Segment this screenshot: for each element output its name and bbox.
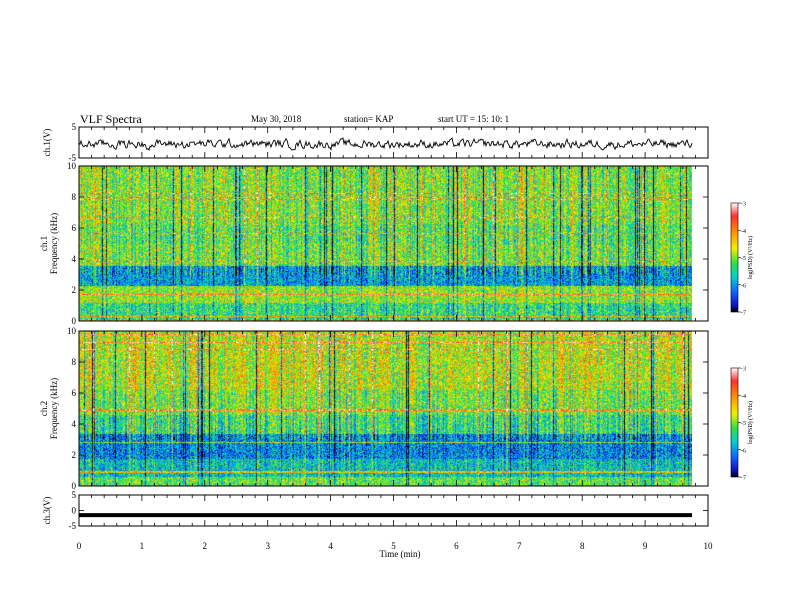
y-tick-label: 6 — [72, 388, 77, 398]
ch2-spectrogram-channel-label: ch.2 — [39, 401, 49, 416]
x-tick-label: 1 — [140, 541, 145, 551]
ch1-spectrogram-channel-label: ch.1 — [39, 236, 49, 251]
colorbar-1 — [730, 202, 739, 313]
x-tick-label: 0 — [77, 541, 82, 551]
chart-title: VLF Spectra — [80, 112, 142, 126]
ch2-spectrogram-ylabel: Frequency (kHz) — [49, 378, 59, 439]
x-tick-label: 2 — [203, 541, 208, 551]
x-tick-label: 5 — [391, 541, 396, 551]
y-tick-label: 8 — [72, 192, 77, 202]
colorbar-tick-label: -3 — [741, 202, 746, 208]
x-tick-label: 3 — [265, 541, 270, 551]
y-tick-label: 2 — [72, 285, 77, 295]
colorbar-label: log(PSD) (V²/Hz) — [747, 401, 754, 444]
colorbar-tick-label: -5 — [741, 421, 746, 427]
y-tick-label: 0 — [72, 316, 77, 326]
colorbar-tick-label: -4 — [741, 394, 746, 400]
ch3-waveform-ylabel: ch.3(V) — [42, 497, 52, 525]
colorbar-label: log(PSD) (V²/Hz) — [747, 236, 754, 279]
y-tick-label: 8 — [72, 357, 77, 367]
y-tick-label: -5 — [69, 153, 77, 163]
y-tick-label: 5 — [72, 122, 77, 132]
spectrogram-layer — [79, 166, 692, 486]
x-tick-label: 9 — [643, 541, 648, 551]
x-tick-label: 4 — [328, 541, 333, 551]
colorbar-tick-label: -5 — [741, 256, 746, 262]
y-tick-label: 0 — [72, 506, 77, 516]
y-tick-label: 2 — [72, 450, 77, 460]
y-tick-label: 10 — [67, 161, 77, 171]
y-tick-label: 4 — [72, 419, 77, 429]
ch1-waveform-ylabel: ch.1(V) — [42, 129, 52, 157]
x-tick-label: 7 — [517, 541, 522, 551]
colorbar-tick-label: -3 — [741, 367, 746, 373]
y-tick-label: 6 — [72, 223, 77, 233]
y-tick-label: 0 — [72, 481, 77, 491]
ch2-spectrogram-image — [79, 331, 692, 486]
y-tick-label: -5 — [69, 521, 77, 531]
x-axis-label: Time (min) — [380, 549, 421, 559]
x-tick-label: 10 — [704, 541, 714, 551]
colorbar-tick-label: -6 — [741, 448, 746, 454]
ch1-spectrogram-image — [79, 166, 692, 321]
x-tick-label: 6 — [454, 541, 459, 551]
ch1-spectrogram-ylabel: Frequency (kHz) — [49, 213, 59, 274]
x-tick-label: 8 — [580, 541, 585, 551]
y-tick-label: 5 — [72, 490, 77, 500]
station-label: station= KAP — [344, 114, 394, 124]
colorbar-tick-label: -4 — [741, 229, 746, 235]
colorbar-tick-label: -7 — [741, 311, 746, 317]
date-label: May 30, 2018 — [251, 114, 302, 124]
start-time-label: start UT = 15: 10: 1 — [438, 114, 510, 124]
y-tick-label: 4 — [72, 254, 77, 264]
ch1-waveform-line — [78, 136, 693, 151]
colorbar-tick-label: -6 — [741, 283, 746, 289]
colorbar-tick-label: -7 — [741, 476, 746, 482]
colorbar-2 — [730, 367, 739, 478]
waveform-layer — [78, 136, 693, 518]
y-tick-label: 10 — [67, 326, 77, 336]
